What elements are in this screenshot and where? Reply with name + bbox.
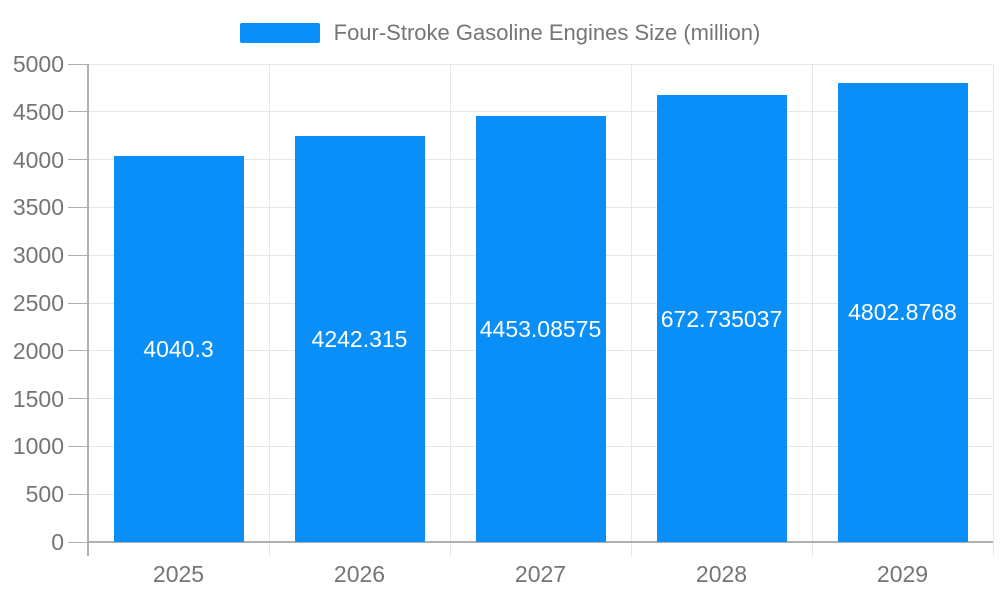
- y-axis-tick: [68, 350, 88, 352]
- y-axis-tick: [68, 541, 88, 543]
- y-axis-tick: [68, 111, 88, 113]
- grid-line-vertical: [449, 64, 451, 556]
- grid-line-vertical: [630, 64, 632, 556]
- y-tick-label: 2000: [12, 337, 64, 364]
- x-tick-label: 2027: [514, 561, 567, 587]
- x-tick-label: 2026: [333, 561, 386, 587]
- bar: [113, 155, 244, 542]
- y-axis-line: [87, 64, 89, 556]
- y-tick-label: 3500: [12, 194, 64, 221]
- bar: [294, 136, 425, 542]
- grid-line-vertical: [811, 64, 813, 556]
- y-axis-tick: [68, 398, 88, 400]
- bar: [837, 82, 968, 542]
- legend-item[interactable]: Four-Stroke Gasoline Engines Size (milli…: [0, 20, 1000, 46]
- y-tick-label: 3000: [12, 242, 64, 269]
- y-axis-tick: [68, 445, 88, 447]
- bar: [656, 95, 787, 542]
- y-tick-label: 500: [25, 481, 64, 508]
- y-tick-label: 5000: [12, 51, 64, 77]
- x-axis-line: [88, 541, 993, 543]
- y-tick-label: 2500: [12, 290, 64, 316]
- grid-line-vertical: [268, 64, 270, 556]
- bar-value-label: 4802.8768: [848, 299, 957, 326]
- y-tick-label: 1500: [12, 385, 64, 412]
- y-tick-label: 1000: [12, 433, 64, 460]
- y-tick-label: 4500: [12, 98, 64, 125]
- y-tick-label: 4000: [12, 146, 64, 173]
- x-tick-label: 2025: [152, 561, 205, 587]
- bar: [475, 116, 606, 542]
- grid-line-horizontal: [88, 63, 993, 65]
- legend-label: Four-Stroke Gasoline Engines Size (milli…: [333, 20, 761, 45]
- grid-line-vertical: [992, 64, 994, 556]
- grid-line-horizontal: [88, 111, 993, 113]
- y-axis-tick: [68, 63, 88, 65]
- bar-value-label: 672.735037: [660, 305, 783, 332]
- y-axis-tick: [68, 159, 88, 161]
- bar-value-label: 4453.08575: [479, 316, 602, 343]
- bar-value-label: 4242.315: [311, 326, 408, 353]
- x-tick-label: 2029: [876, 561, 929, 587]
- bar-value-label: 4040.3: [143, 335, 214, 362]
- y-axis-tick: [68, 206, 88, 208]
- y-axis-tick: [68, 493, 88, 495]
- y-tick-label: 0: [51, 529, 64, 555]
- y-axis-tick: [68, 254, 88, 256]
- legend-swatch: [239, 23, 320, 43]
- x-tick-label: 2028: [695, 561, 748, 587]
- y-axis-tick: [68, 302, 88, 304]
